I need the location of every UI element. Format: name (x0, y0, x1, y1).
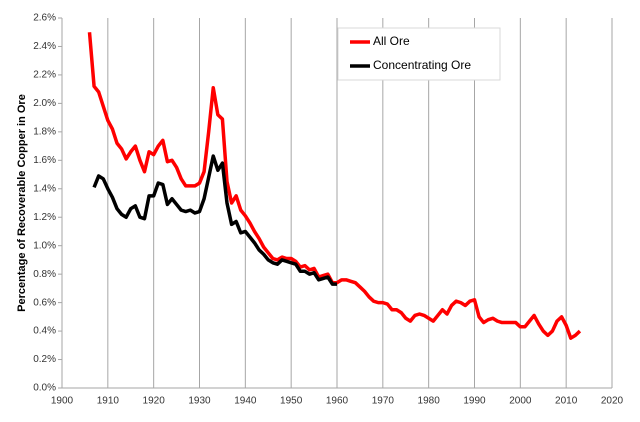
x-tick-label: 1940 (234, 396, 257, 407)
x-tick-label: 2020 (601, 396, 624, 407)
x-tick-label: 1950 (280, 396, 303, 407)
y-tick-label: 1.2% (33, 212, 56, 223)
y-tick-label: 2.0% (33, 98, 56, 109)
y-tick-label: 0.0% (33, 383, 56, 394)
x-tick-label: 1930 (188, 396, 211, 407)
legend-label: Concentrating Ore (373, 58, 471, 72)
y-tick-label: 0.4% (33, 326, 56, 337)
y-tick-label: 2.6% (33, 13, 56, 24)
x-tick-label: 1970 (372, 396, 395, 407)
x-tick-label: 1990 (463, 396, 486, 407)
x-tick-label: 1960 (326, 396, 349, 407)
y-tick-label: 2.4% (33, 41, 56, 52)
y-tick-label: 1.4% (33, 183, 56, 194)
y-tick-label: 1.8% (33, 126, 56, 137)
x-tick-label: 1900 (51, 396, 74, 407)
y-axis-label: Percentage of Recoverable Copper in Ore (16, 94, 28, 312)
x-tick-label: 1910 (97, 396, 120, 407)
y-tick-label: 0.8% (33, 269, 56, 280)
x-tick-label: 1980 (418, 396, 441, 407)
y-tick-label: 0.6% (33, 297, 56, 308)
series-line (92, 154, 337, 286)
x-tick-label: 1920 (143, 396, 166, 407)
y-tick-label: 0.2% (33, 354, 56, 365)
x-tick-label: 2000 (509, 396, 532, 407)
y-tick-label: 1.6% (33, 155, 56, 166)
y-tick-label: 1.0% (33, 240, 56, 251)
legend-box (337, 27, 501, 81)
legend-label: All Ore (373, 34, 410, 48)
y-tick-label: 2.2% (33, 70, 56, 81)
x-tick-label: 2010 (555, 396, 578, 407)
